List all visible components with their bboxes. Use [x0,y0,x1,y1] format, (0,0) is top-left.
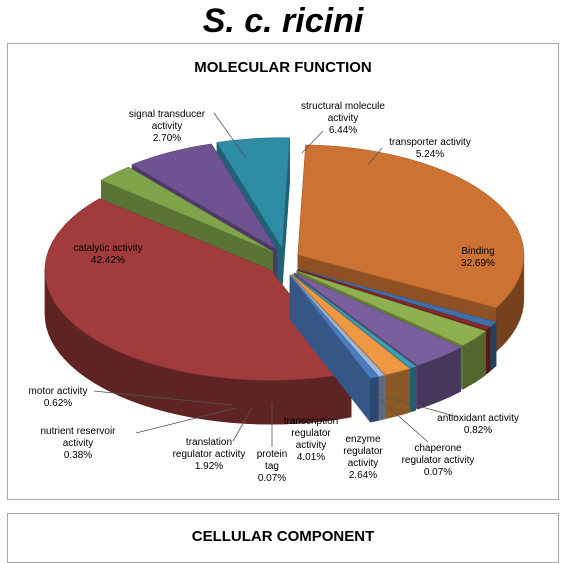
data-label-structural-molecule-activity: structural molecule activity 6.44% [301,101,385,154]
cellular-component-title: CELLULAR COMPONENT [191,528,375,545]
data-label-transcription-regulator-activity: transcription regulator activity 4.01% [284,416,338,463]
label-line: transporter activity [389,137,471,148]
label-line: activity [348,458,379,469]
label-line: transcription [284,416,338,427]
data-label-nutrient-reservoir-activity: nutrient reservoir activity 0.38% [40,407,237,461]
page-title: S. c. ricini [202,2,364,40]
label-line: 32.69% [461,258,495,269]
label-line: translation [186,437,232,448]
label-line: activity [152,121,183,132]
label-line: 0.07% [424,467,452,478]
label-line: Binding [461,246,494,257]
pie-slice-motor-activity [289,274,379,423]
data-label-chaperone-regulator-activity: chaperone regulator activity 0.07% [375,395,475,478]
label-line: activity [328,113,359,124]
label-line: 0.38% [64,450,92,461]
label-line: regulator [343,446,383,457]
label-line: 42.42% [91,255,125,266]
label-line: 2.70% [153,133,181,144]
label-line: 5.24% [416,149,444,160]
label-line: 6.44% [329,125,357,136]
label-line: 2.64% [349,470,377,481]
data-label-catalytic-activity: catalytic activity 42.42% [73,243,142,266]
label-line: chaperone [414,443,462,454]
leader-line-structural-molecule-activity [301,130,324,154]
label-line: regulator activity [173,449,246,460]
leader-line-nutrient-reservoir-activity [135,407,237,434]
pie-labels: Binding 32.69%antioxidant activity 0.82%ch… [29,101,519,484]
leader-line-chaperone-regulator-activity [375,395,429,443]
data-label-signal-transducer-activity: signal transducer activity 2.70% [129,109,247,159]
leader-line-signal-transducer-activity [213,112,247,159]
data-label-motor-activity: motor activity 0.62% [29,386,233,409]
data-label-protein-tag: protein tag 0.07% [257,403,288,484]
data-label-enzyme-regulator-activity: enzyme regulator activity 2.64% [343,434,383,481]
label-line: tag [265,461,279,472]
label-line: regulator activity [402,455,475,466]
label-line: 4.01% [297,452,325,463]
data-label-antioxidant-activity: antioxidant activity 0.82% [385,396,519,436]
label-line: antioxidant activity [437,413,519,424]
label-line: 1.92% [195,461,223,472]
pie-slices [44,137,525,425]
label-line: nutrient reservoir [40,426,116,437]
label-line: 0.62% [44,398,72,409]
leader-line-transporter-activity [367,147,383,166]
data-label-transporter-activity: transporter activity 5.24% [367,137,471,166]
label-line: activity [63,438,94,449]
label-line: protein [257,449,288,460]
label-line: structural molecule [301,101,385,112]
data-label-binding: Binding 32.69% [461,246,495,269]
chart-title: MOLECULAR FUNCTION [194,59,372,76]
data-label-translation-regulator-activity: translation regulator activity 1.92% [173,407,253,472]
leader-line-motor-activity [93,390,233,406]
label-line: motor activity [29,386,88,397]
label-line: 0.07% [258,473,286,484]
label-line: enzyme [345,434,380,445]
label-line: catalytic activity [73,243,142,254]
label-line: signal transducer [129,109,206,120]
leader-line-translation-regulator-activity [232,407,253,442]
leader-line-antioxidant-activity [385,396,459,418]
label-line: activity [296,440,327,451]
label-line: 0.82% [464,425,492,436]
label-line: regulator [291,428,331,439]
